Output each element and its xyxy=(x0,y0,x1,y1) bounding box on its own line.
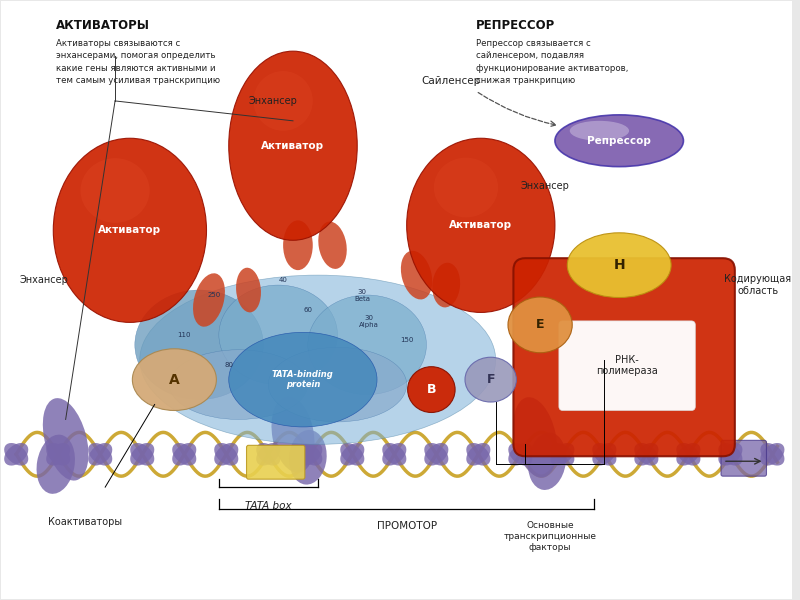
Ellipse shape xyxy=(592,443,617,466)
Text: Активаторы связываются с
энхансерами, помогая определить
какие гены являются акт: Активаторы связываются с энхансерами, по… xyxy=(56,39,220,85)
Ellipse shape xyxy=(4,443,28,466)
Text: ПРОМОТОР: ПРОМОТОР xyxy=(377,521,437,531)
Ellipse shape xyxy=(634,443,658,466)
Text: Энхансер: Энхансер xyxy=(249,96,298,106)
Text: E: E xyxy=(536,319,544,331)
Text: Основные
транскрипционные
факторы: Основные транскрипционные факторы xyxy=(503,521,597,552)
Ellipse shape xyxy=(219,285,338,385)
Ellipse shape xyxy=(382,443,406,466)
Text: B: B xyxy=(426,383,436,396)
Ellipse shape xyxy=(401,251,432,299)
Ellipse shape xyxy=(170,350,308,419)
Text: АКТИВАТОРЫ: АКТИВАТОРЫ xyxy=(56,19,150,32)
Ellipse shape xyxy=(550,443,574,466)
Ellipse shape xyxy=(432,263,460,307)
Ellipse shape xyxy=(592,443,617,466)
Ellipse shape xyxy=(718,443,742,466)
Ellipse shape xyxy=(298,443,322,466)
Text: 30
Alpha: 30 Alpha xyxy=(359,316,379,328)
FancyBboxPatch shape xyxy=(559,321,695,410)
Ellipse shape xyxy=(193,273,225,327)
Text: Энхансер: Энхансер xyxy=(19,275,68,285)
Ellipse shape xyxy=(555,115,683,167)
Ellipse shape xyxy=(271,396,314,473)
Text: Сайленсер: Сайленсер xyxy=(422,76,481,86)
Text: 30
Beta: 30 Beta xyxy=(354,289,370,302)
Ellipse shape xyxy=(54,138,206,322)
Text: F: F xyxy=(486,373,495,386)
Text: Активатор: Активатор xyxy=(98,226,162,235)
Ellipse shape xyxy=(132,349,216,410)
Ellipse shape xyxy=(434,158,498,217)
Text: 80: 80 xyxy=(224,362,234,368)
Text: 40: 40 xyxy=(278,277,287,283)
Ellipse shape xyxy=(81,158,150,223)
Ellipse shape xyxy=(424,443,448,466)
Ellipse shape xyxy=(229,51,358,240)
Ellipse shape xyxy=(340,443,364,466)
Ellipse shape xyxy=(289,430,326,485)
Ellipse shape xyxy=(318,221,346,269)
Ellipse shape xyxy=(508,443,532,466)
Ellipse shape xyxy=(88,443,112,466)
Text: 150: 150 xyxy=(400,337,414,343)
Ellipse shape xyxy=(528,433,566,490)
Ellipse shape xyxy=(46,443,70,466)
Ellipse shape xyxy=(88,443,112,466)
Ellipse shape xyxy=(513,397,557,478)
Ellipse shape xyxy=(408,367,455,412)
Ellipse shape xyxy=(406,138,555,313)
Ellipse shape xyxy=(676,443,701,466)
Ellipse shape xyxy=(214,443,238,466)
Text: Активатор: Активатор xyxy=(262,141,325,151)
Text: Коактиваторы: Коактиваторы xyxy=(48,517,122,527)
Text: TATA box: TATA box xyxy=(245,501,291,511)
Text: Репрессор: Репрессор xyxy=(587,136,651,146)
Ellipse shape xyxy=(4,443,28,466)
Ellipse shape xyxy=(424,443,448,466)
Text: 110: 110 xyxy=(178,332,191,338)
Ellipse shape xyxy=(567,233,671,298)
Text: 60: 60 xyxy=(303,307,312,313)
Ellipse shape xyxy=(140,275,496,445)
Ellipse shape xyxy=(298,443,322,466)
Ellipse shape xyxy=(760,443,785,466)
Text: РНК-
полимераза: РНК- полимераза xyxy=(596,355,658,376)
Text: Кодирующая
область: Кодирующая область xyxy=(724,274,791,296)
Ellipse shape xyxy=(256,443,280,466)
Text: РЕПРЕССОР: РЕПРЕССОР xyxy=(476,19,555,32)
Ellipse shape xyxy=(229,332,377,427)
Text: Энхансер: Энхансер xyxy=(521,181,570,191)
Ellipse shape xyxy=(465,357,516,402)
Ellipse shape xyxy=(46,443,70,466)
Ellipse shape xyxy=(570,121,629,141)
Ellipse shape xyxy=(172,443,196,466)
FancyBboxPatch shape xyxy=(514,258,735,456)
FancyBboxPatch shape xyxy=(721,440,766,476)
Ellipse shape xyxy=(466,443,490,466)
Ellipse shape xyxy=(135,290,263,400)
Text: Репрессор связывается с
сайленсером, подавляя
функционирование активаторов,
сниж: Репрессор связывается с сайленсером, под… xyxy=(476,39,628,85)
Ellipse shape xyxy=(37,434,75,494)
Ellipse shape xyxy=(308,295,426,395)
Ellipse shape xyxy=(382,443,406,466)
Ellipse shape xyxy=(718,443,742,466)
Ellipse shape xyxy=(634,443,658,466)
Text: H: H xyxy=(614,258,625,272)
Ellipse shape xyxy=(214,443,238,466)
Text: 250: 250 xyxy=(207,292,221,298)
FancyBboxPatch shape xyxy=(246,445,305,479)
Ellipse shape xyxy=(508,297,572,353)
Text: TATA-binding
protein: TATA-binding protein xyxy=(272,370,334,389)
Ellipse shape xyxy=(268,347,406,422)
Ellipse shape xyxy=(256,443,280,466)
Ellipse shape xyxy=(254,71,313,131)
Text: A: A xyxy=(169,373,180,386)
Ellipse shape xyxy=(130,443,154,466)
Ellipse shape xyxy=(236,268,261,313)
Text: Активатор: Активатор xyxy=(450,220,512,230)
Ellipse shape xyxy=(130,443,154,466)
Ellipse shape xyxy=(760,443,785,466)
Ellipse shape xyxy=(550,443,574,466)
